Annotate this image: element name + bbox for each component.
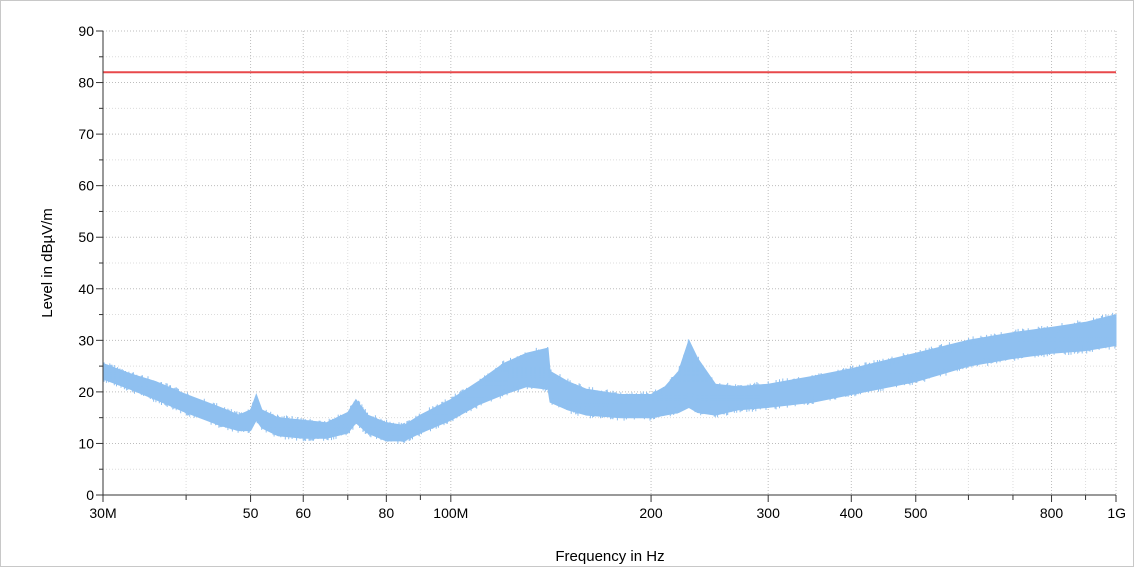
x-tick-label: 300: [757, 505, 781, 521]
y-tick-label: 30: [78, 332, 94, 348]
axes: [96, 30, 1117, 502]
x-tick-labels: 30M 50 60 80 100M 200 300 400 500 800 1G: [89, 505, 1126, 521]
y-tick-label: 10: [78, 435, 94, 451]
x-tick-label: 800: [1040, 505, 1064, 521]
y-tick-label: 90: [78, 23, 94, 39]
x-tick-label: 100M: [433, 505, 468, 521]
y-tick-labels: 0 10 20 30 40 50 60 70 80 90: [78, 23, 94, 503]
y-axis-title: Level in dBµV/m: [39, 208, 56, 318]
y-tick-label: 40: [78, 281, 94, 297]
y-tick-label: 50: [78, 229, 94, 245]
x-tick-label: 60: [295, 505, 311, 521]
x-tick-label: 500: [904, 505, 928, 521]
x-tick-label: 200: [639, 505, 663, 521]
y-tick-label: 0: [86, 487, 94, 503]
x-tick-label: 400: [840, 505, 864, 521]
x-tick-label: 1G: [1107, 505, 1126, 521]
y-tick-label: 80: [78, 75, 94, 91]
x-tick-label: 30M: [89, 505, 116, 521]
x-tick-label: 50: [243, 505, 259, 521]
y-tick-label: 20: [78, 384, 94, 400]
y-tick-label: 70: [78, 126, 94, 142]
x-tick-label: 80: [379, 505, 395, 521]
x-axis-title: Frequency in Hz: [555, 548, 664, 565]
y-tick-label: 60: [78, 178, 94, 194]
